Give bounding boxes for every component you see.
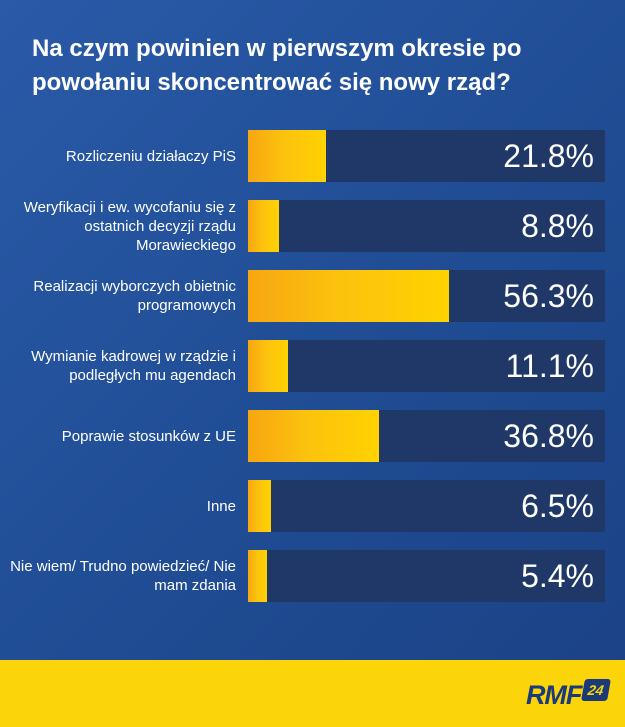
bar-track: 11.1% <box>248 340 605 392</box>
category-label: Nie wiem/ Trudno powiedzieć/ Nie mam zda… <box>10 558 236 594</box>
bar-row: Realizacji wyborczych obietnic programow… <box>0 270 625 322</box>
bar-track: 5.4% <box>248 550 605 602</box>
bar-row: Nie wiem/ Trudno powiedzieć/ Nie mam zda… <box>0 550 625 602</box>
bar <box>248 340 288 392</box>
footer-bar: RMF 24 <box>0 660 625 727</box>
value-label: 56.3% <box>503 278 594 314</box>
logo-text: RMF <box>525 679 582 710</box>
value-label: 11.1% <box>505 348 594 384</box>
bar-chart: Rozliczeniu działaczy PiS 21.8% Weryfikacj… <box>0 130 625 602</box>
category-label: Wymianie kadrowej w rządzie i podległych… <box>31 348 236 384</box>
category-label: Poprawie stosunków z UE <box>61 427 236 445</box>
value-label: 5.4% <box>521 558 594 594</box>
category-label: Rozliczeniu działaczy PiS <box>65 147 236 165</box>
bar-row: Rozliczeniu działaczy PiS 21.8% <box>0 130 625 182</box>
bar-row: Poprawie stosunków z UE 36.8% <box>0 410 625 462</box>
value-label: 6.5% <box>521 488 594 524</box>
bar-track: 36.8% <box>248 410 605 462</box>
category-label: Inne <box>206 497 236 515</box>
category-label: Weryfikacji i ew. wycofaniu się z ostatn… <box>23 198 236 254</box>
chart-title: Na czym powinien w pierwszym okresie po … <box>32 35 522 96</box>
bar-row: Inne 6.5% <box>0 480 625 532</box>
bar-track: 56.3% <box>248 270 605 322</box>
bar-track: 8.8% <box>248 200 605 252</box>
bar <box>248 200 280 252</box>
bar <box>248 480 272 532</box>
bar-row: Weryfikacji i ew. wycofaniu się z ostatn… <box>0 199 625 254</box>
value-label: 8.8% <box>521 208 594 244</box>
value-label: 21.8% <box>503 138 594 174</box>
bar <box>248 410 380 462</box>
bar-row: Wymianie kadrowej w rządzie i podległych… <box>0 340 625 392</box>
value-label: 36.8% <box>503 418 594 454</box>
bar <box>248 550 268 602</box>
bar <box>248 270 449 322</box>
rmf24-logo: RMF 24 <box>525 679 611 710</box>
bar-track: 6.5% <box>248 480 605 532</box>
bar-track: 21.8% <box>248 130 605 182</box>
bar <box>248 130 326 182</box>
logo-badge: 24 <box>581 679 611 701</box>
category-label: Realizacji wyborczych obietnic programow… <box>33 278 236 314</box>
